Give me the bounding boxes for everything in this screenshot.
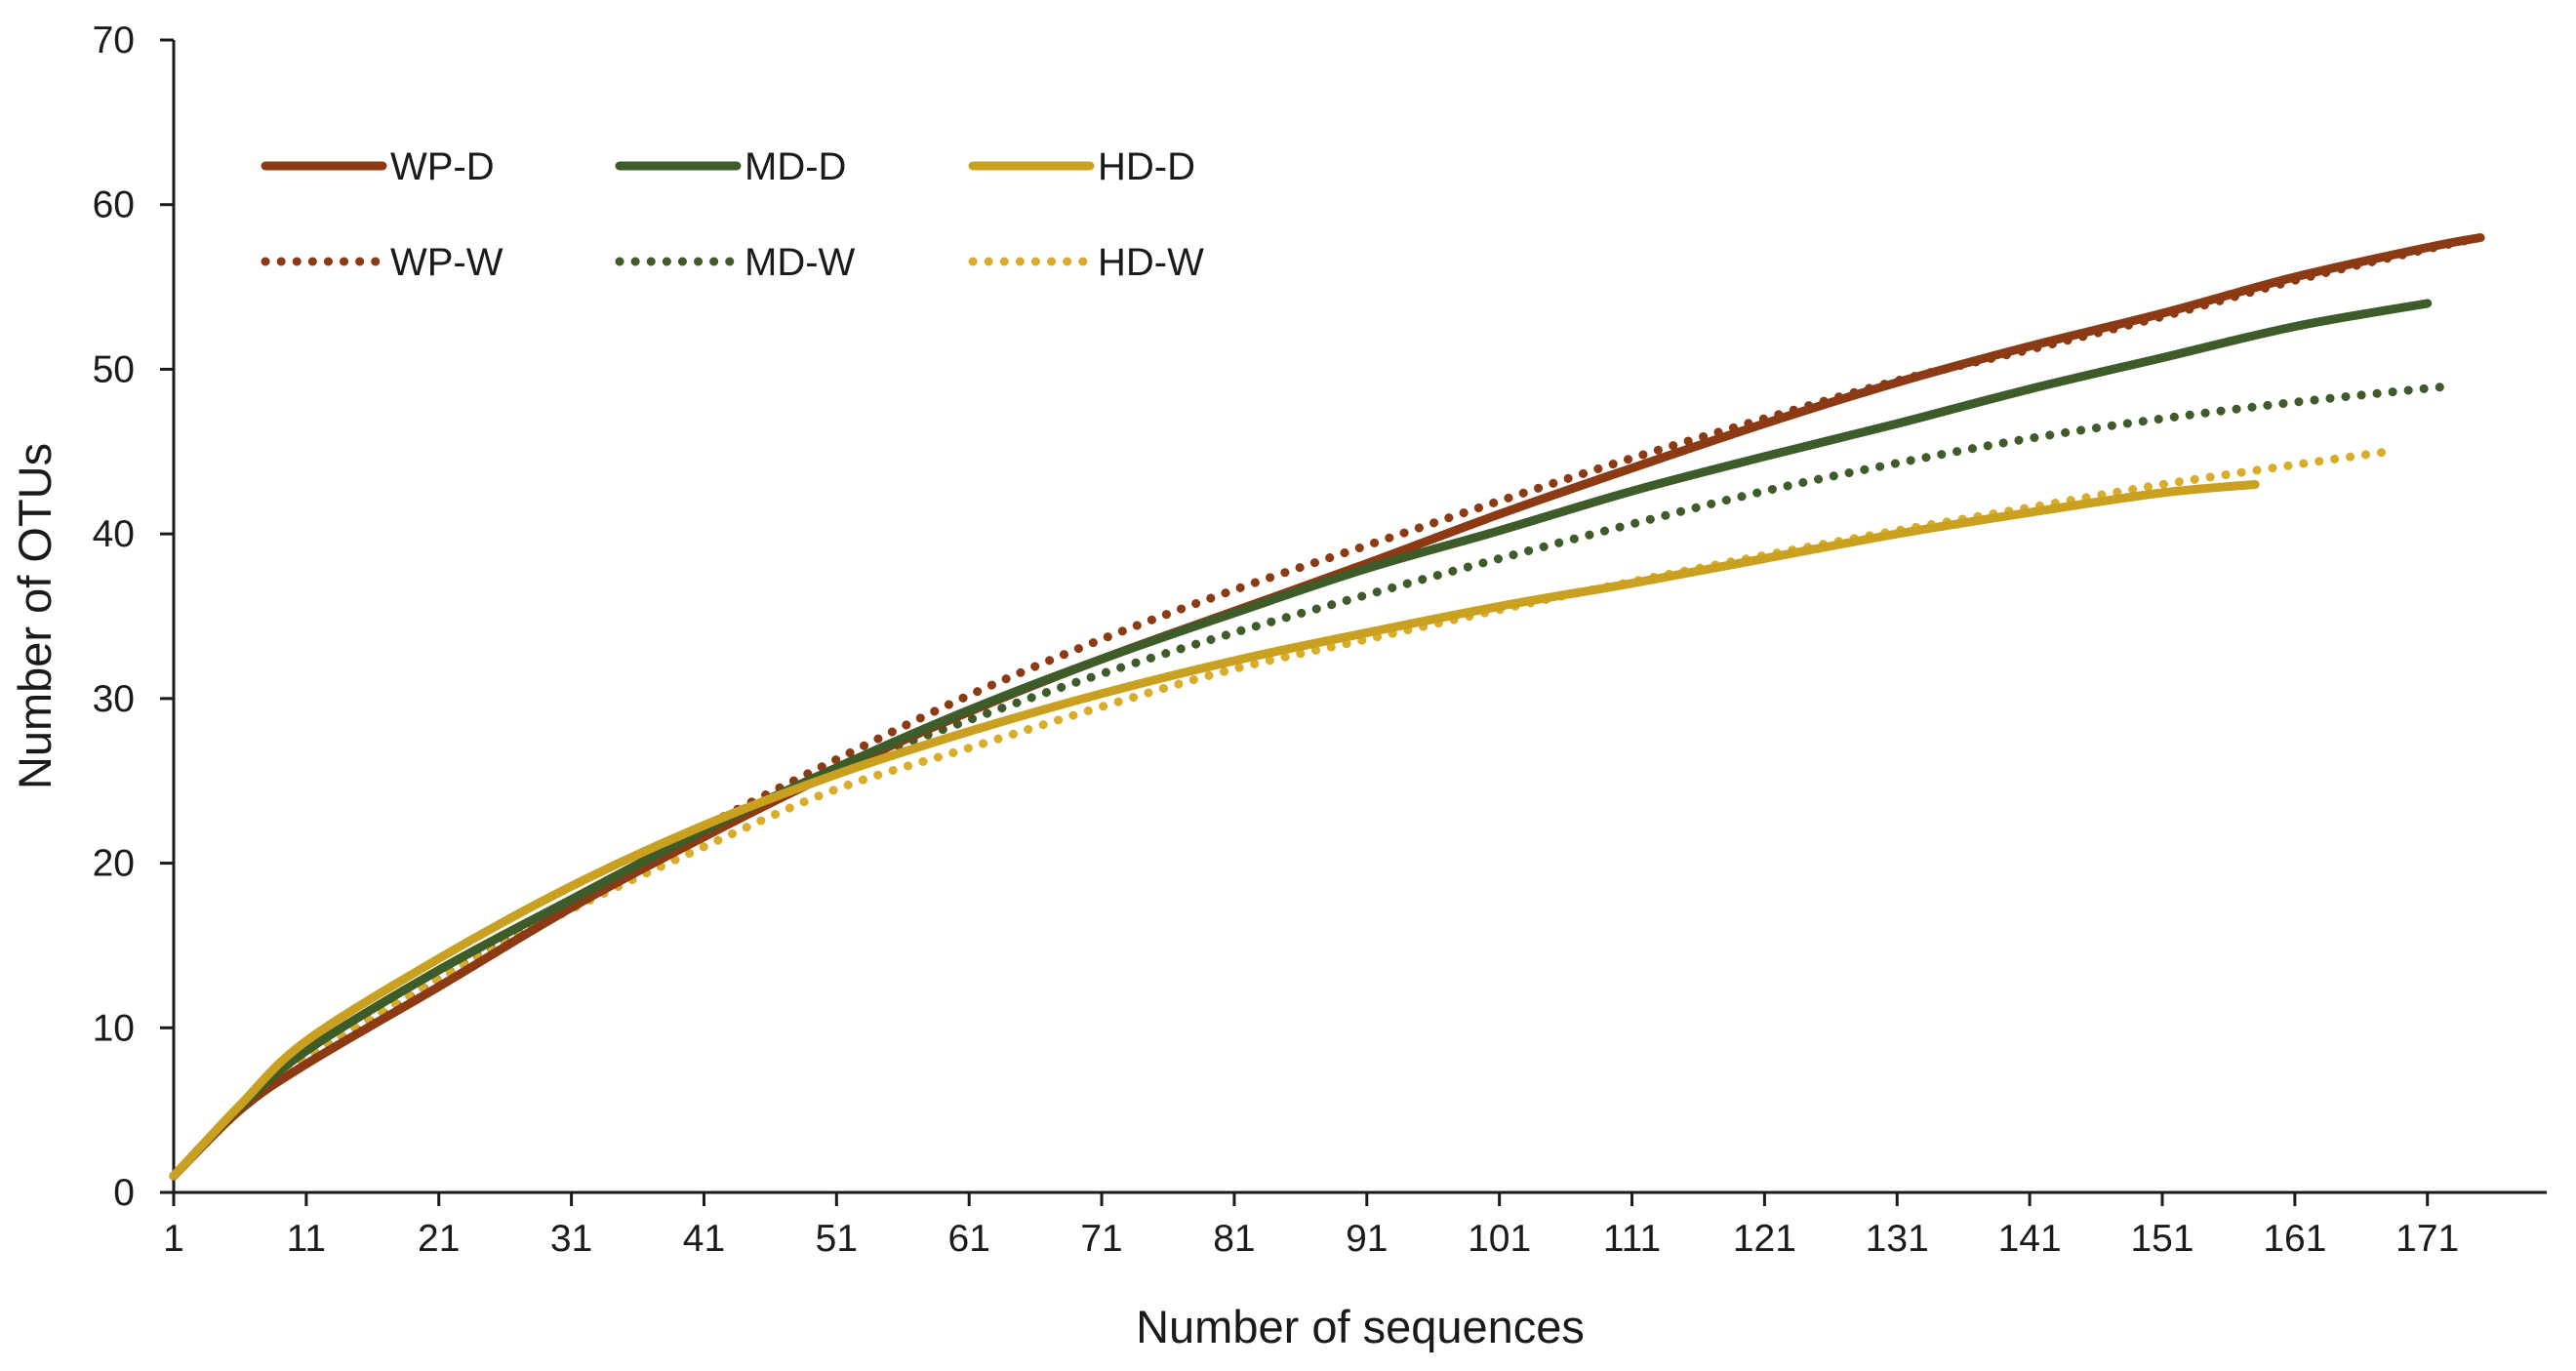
x-tick-label: 111 — [1603, 1218, 1661, 1260]
x-tick-label: 141 — [1998, 1218, 2062, 1260]
x-tick-label: 51 — [816, 1218, 858, 1260]
axes — [172, 40, 2547, 1194]
x-tick-label: 11 — [287, 1218, 327, 1260]
y-tick-label: 0 — [113, 1172, 135, 1214]
x-axis-title: Number of sequences — [1136, 1301, 1585, 1352]
x-tick-label: 1 — [163, 1218, 184, 1260]
x-tick-label: 21 — [418, 1218, 460, 1260]
legend-label-md-d: MD-D — [745, 145, 846, 188]
legend-label-md-w: MD-W — [745, 241, 856, 284]
x-tick-label: 131 — [1866, 1218, 1929, 1260]
legend-label-wp-w: WP-W — [390, 241, 503, 284]
legend-label-wp-d: WP-D — [390, 145, 495, 188]
legend: WP-D MD-D HD-D WP-W MD-W HD-W — [261, 145, 1204, 284]
legend-label-hd-w: HD-W — [1098, 241, 1204, 284]
x-tick-label: 171 — [2395, 1218, 2459, 1260]
y-tick-label: 40 — [93, 513, 135, 555]
y-tick-label: 10 — [93, 1007, 135, 1049]
x-tick-label: 31 — [550, 1218, 592, 1260]
series-line-hd-w — [169, 447, 2393, 1181]
x-tick-label: 91 — [1346, 1218, 1388, 1260]
y-tick-label: 60 — [93, 184, 135, 226]
y-tick-label: 50 — [93, 348, 135, 390]
series-lines — [169, 233, 2485, 1181]
y-tick-label: 20 — [93, 843, 135, 885]
x-tick-label: 121 — [1733, 1218, 1796, 1260]
x-tick-label: 161 — [2263, 1218, 2326, 1260]
x-tick-label: 151 — [2130, 1218, 2194, 1260]
series-line-wp-w — [169, 233, 2485, 1181]
x-tick-label: 81 — [1213, 1218, 1255, 1260]
x-tick-label: 41 — [683, 1218, 725, 1260]
y-tick-label: 30 — [93, 678, 135, 720]
x-tick-label: 101 — [1468, 1218, 1531, 1260]
y-tick-label: 70 — [93, 20, 135, 61]
series-line-md-d — [169, 299, 2433, 1181]
x-tick-label: 71 — [1080, 1218, 1122, 1260]
series-line-md-w — [169, 381, 2459, 1181]
series-line-hd-d — [169, 480, 2260, 1181]
y-axis-title: Number of OTUs — [9, 443, 60, 789]
x-tick-label: 61 — [948, 1218, 990, 1260]
series-line-wp-d — [169, 233, 2485, 1181]
legend-label-hd-d: HD-D — [1098, 145, 1195, 188]
